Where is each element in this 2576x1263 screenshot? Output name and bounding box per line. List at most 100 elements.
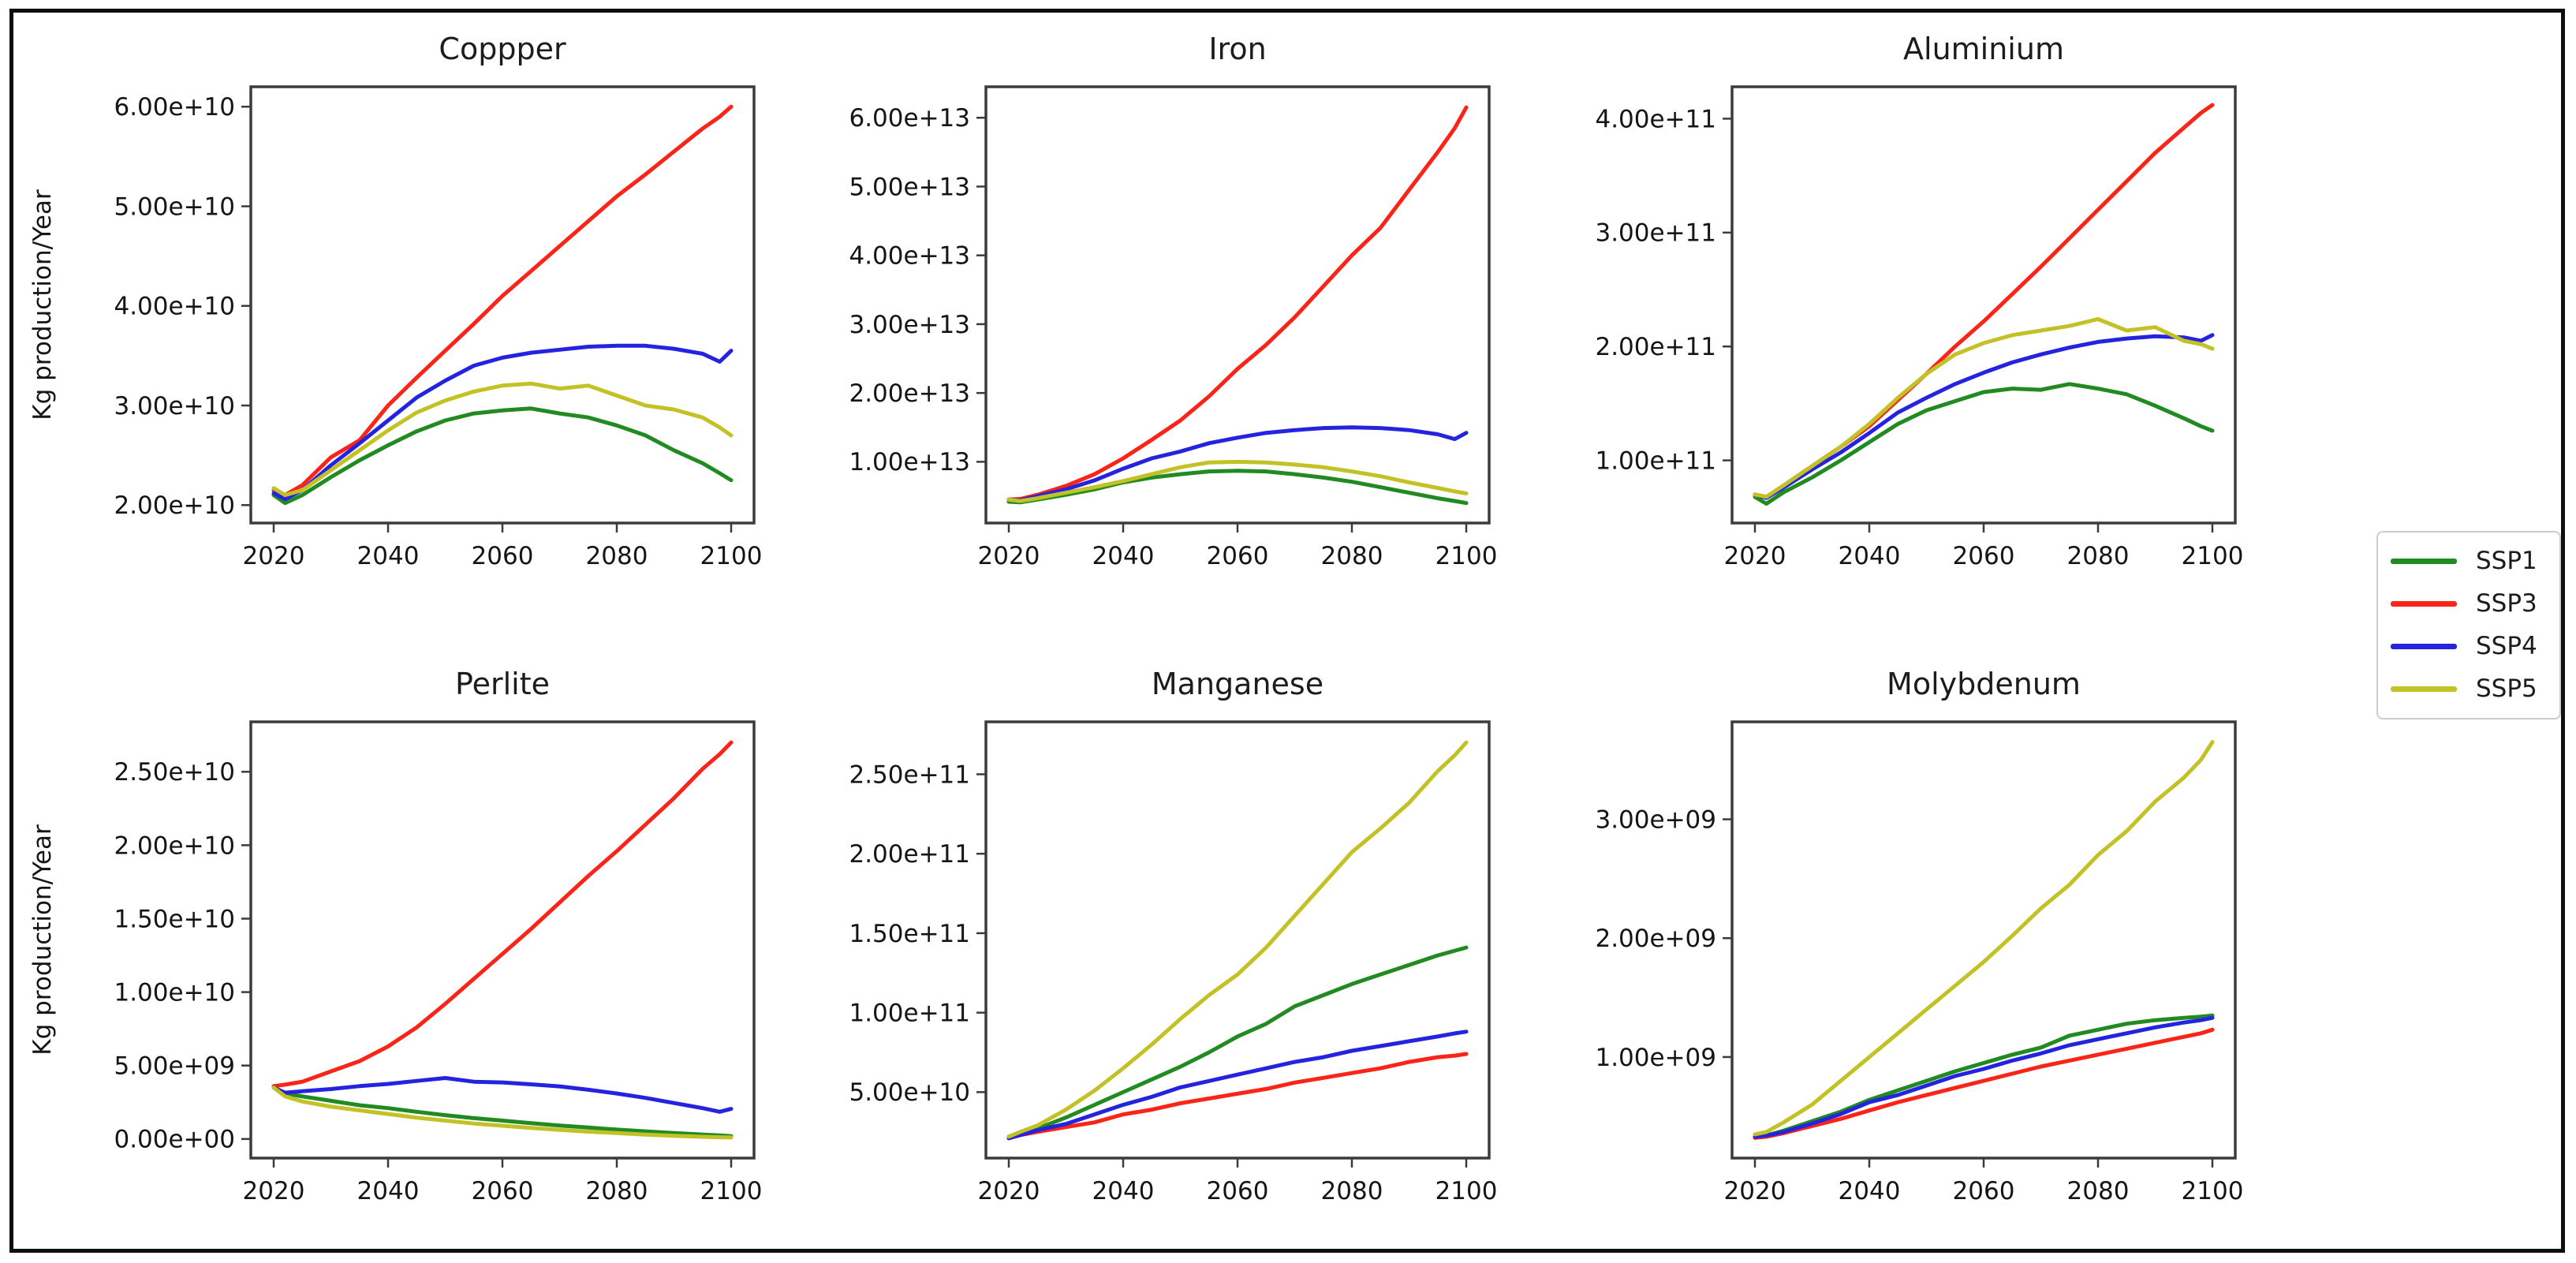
legend-item-ssp3: SSP3 [2391,592,2547,616]
y-tick-label: 6.00e+10 [114,93,235,121]
x-tick-label: 2080 [1321,542,1383,570]
x-tick-label: 2080 [2067,542,2130,570]
legend-line-ssp1-icon [2391,559,2457,565]
y-tick-label: 1.00e+10 [114,978,235,1007]
plot-frame [984,720,1491,1160]
legend-label-ssp4: SSP4 [2476,631,2537,660]
x-tick-label: 2020 [1724,1177,1786,1205]
x-tick-label: 2040 [357,1177,420,1205]
y-tick-label: 2.00e+11 [849,840,970,869]
y-tick-label: 4.00e+13 [849,242,970,271]
chart-title-aluminium: Aluminium [1903,32,2064,66]
series-line-ssp5 [1753,740,2215,1137]
x-tick-label: 2080 [2067,1177,2130,1205]
x-tick-label: 2100 [2182,1177,2244,1205]
series-line-ssp5 [1006,459,1469,503]
series-line-ssp1 [1753,382,2215,506]
chart-plot-perlite: 0.00e+00 5.00e+09 1.00e+10 1.50e+10 2.00e+10… [114,720,762,1205]
y-tick-label: 2.00e+11 [1595,333,1716,361]
x-tick-label: 2040 [1839,1177,1901,1205]
x-tick-label: 2060 [1953,542,2015,570]
y-tick-label: 2.00e+10 [114,491,235,520]
y-tick-label: 5.00e+09 [114,1052,235,1081]
series-line-ssp4 [1006,425,1469,503]
series-line-ssp4 [271,1076,734,1114]
y-tick-label: 1.00e+13 [849,448,970,476]
series-line-ssp4 [271,343,734,502]
y-tick-label: 2.00e+09 [1595,925,1716,953]
x-tick-label: 2100 [700,542,763,570]
x-tick-label: 2060 [1207,542,1269,570]
chart-title-iron: Iron [1208,32,1267,66]
series-line-ssp1 [271,1086,734,1138]
x-tick-label: 2040 [1839,542,1901,570]
y-tick-label: 1.00e+11 [849,1000,970,1028]
series-line-ssp4 [1753,333,2215,500]
y-tick-label: 5.00e+10 [114,192,235,221]
plot-frame [249,720,756,1160]
y-tick-label: 2.00e+10 [114,831,235,860]
y-tick-label: 1.50e+10 [114,905,235,933]
y-tick-label: 6.00e+13 [849,104,970,133]
y-tick-label: 2.00e+13 [849,379,970,408]
y-tick-label: 3.00e+09 [1595,805,1716,834]
legend-line-ssp4-icon [2391,643,2457,649]
x-tick-label: 2100 [2182,542,2244,570]
series-line-ssp3 [1006,105,1469,502]
series-line-ssp5 [271,381,734,498]
legend-item-ssp1: SSP1 [2391,549,2547,574]
plot-frame [249,85,756,525]
plot-frame [1730,720,2237,1160]
x-tick-label: 2020 [243,542,305,570]
chart-plot-iron: 1.00e+13 2.00e+13 3.00e+13 4.00e+13 5.00e+13… [849,85,1498,570]
x-tick-label: 2080 [1321,1177,1383,1205]
y-tick-label: 5.00e+10 [849,1078,970,1107]
x-tick-label: 2100 [1435,1177,1498,1205]
legend-line-ssp3-icon [2391,601,2457,607]
x-tick-label: 2100 [1435,542,1498,570]
y-tick-label: 0.00e+00 [114,1126,235,1154]
chart-title-manganese: Manganese [1151,667,1324,701]
series-line-ssp1 [1006,469,1469,506]
y-tick-label: 1.00e+09 [1595,1044,1716,1072]
x-tick-label: 2020 [978,1177,1040,1205]
y-tick-label: 3.00e+11 [1595,219,1716,248]
x-tick-label: 2040 [357,542,420,570]
chart-plot-coppper: 2.00e+10 3.00e+10 4.00e+10 5.00e+10 6.00e+10… [114,85,763,570]
y-tick-label: 4.00e+10 [114,293,235,321]
series-line-ssp1 [1006,945,1469,1139]
series-line-ssp5 [1006,740,1469,1139]
y-tick-label: 3.00e+13 [849,311,970,339]
figure-border [9,9,2565,1253]
legend-label-ssp5: SSP5 [2476,674,2537,703]
series-line-ssp5 [271,1086,734,1140]
series-line-ssp3 [271,104,734,498]
legend-line-ssp5-icon [2391,686,2457,692]
y-tick-label: 1.50e+11 [849,920,970,948]
y-tick-label: 2.50e+11 [849,760,970,789]
legend-item-ssp4: SSP4 [2391,631,2547,660]
x-tick-label: 2020 [1724,542,1786,570]
chart-title-coppper: Coppper [439,32,566,66]
chart-plot-molybdenum: 1.00e+09 2.00e+09 3.00e+09 2020 2040 2060 2080… [1595,720,2244,1205]
legend: SSP1 SSP3 SSP4 SSP5 [2376,531,2561,719]
series-line-ssp1 [1753,1013,2215,1139]
legend-label-ssp1: SSP1 [2476,547,2537,576]
y-tick-label: 1.00e+11 [1595,447,1716,475]
y-axis-label-row1: Kg production/Year [28,189,57,420]
chart-plot-manganese: 5.00e+10 1.00e+11 1.50e+11 2.00e+11 2.50e+11… [849,720,1498,1205]
x-tick-label: 2060 [1953,1177,2015,1205]
series-line-ssp4 [1006,1029,1469,1141]
x-tick-label: 2020 [243,1177,305,1205]
series-line-ssp5 [1753,317,2215,499]
y-tick-label: 4.00e+11 [1595,105,1716,133]
y-tick-label: 5.00e+13 [849,173,970,201]
series-line-ssp3 [271,740,734,1089]
x-tick-label: 2060 [472,1177,534,1205]
series-line-ssp1 [271,406,734,506]
chart-title-molybdenum: Molybdenum [1887,667,2081,701]
legend-item-ssp5: SSP5 [2391,674,2547,703]
y-tick-label: 2.50e+10 [114,758,235,787]
x-tick-label: 2020 [978,542,1040,570]
